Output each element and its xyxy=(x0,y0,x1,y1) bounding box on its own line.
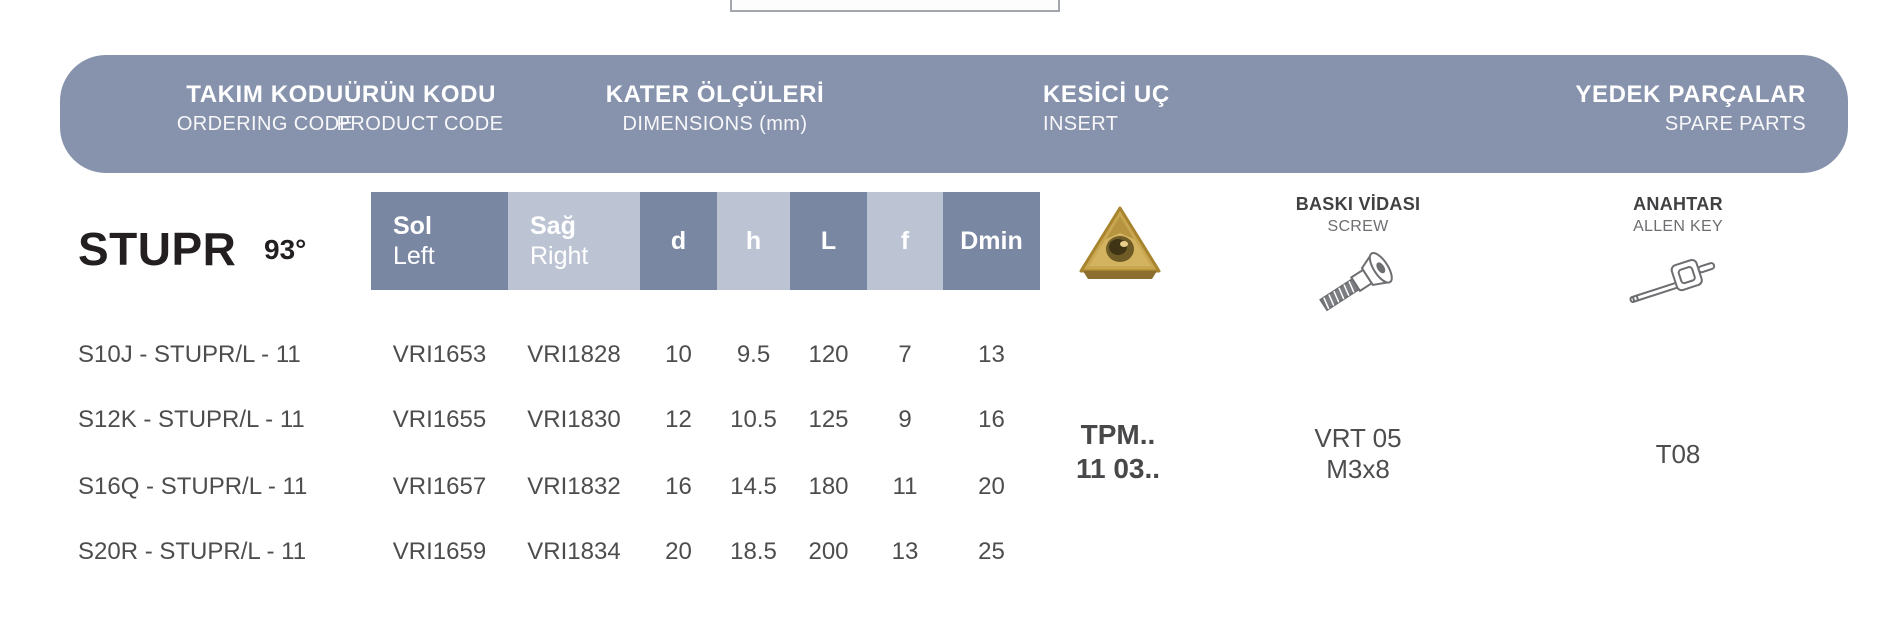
insert-code-line2: 11 03.. xyxy=(1075,453,1161,484)
col-header-dmin-label: Dmin xyxy=(960,227,1023,255)
header-subtitle: SPARE PARTS xyxy=(1664,113,1806,135)
col-header-h: h xyxy=(717,192,790,290)
allen-key-label-tr: ANAHTAR xyxy=(1633,194,1723,214)
allen-key-label-en: ALLEN KEY xyxy=(1633,218,1723,235)
dim-L: 180 xyxy=(808,473,849,500)
dim-L: 200 xyxy=(808,538,849,565)
screw-label: BASKI VİDASI SCREW xyxy=(1273,194,1443,236)
triangle-insert-icon xyxy=(1079,206,1161,279)
product-code-right: VRI1828 xyxy=(527,341,621,368)
col-header-f: f xyxy=(867,192,943,290)
dim-h: 18.5 xyxy=(730,538,777,565)
product-code-left: VRI1655 xyxy=(392,406,487,433)
col-header-left: Sol Left xyxy=(371,192,508,290)
tool-code: STUPR xyxy=(78,223,237,275)
dim-dmin: 16 xyxy=(978,406,1005,433)
header-title: TAKIM KODU xyxy=(186,81,344,108)
ordering-code: S16Q - STUPR/L - 11 xyxy=(78,473,308,500)
col-header-left-en: Left xyxy=(393,242,435,270)
allen-key-value-line1: T08 xyxy=(1655,439,1701,469)
dim-L: 125 xyxy=(808,406,849,433)
screw-value: VRT 05 M3x8 xyxy=(1273,423,1443,485)
col-header-right-en: Right xyxy=(530,242,589,270)
header-subtitle: PRODUCT CODE xyxy=(336,113,504,135)
header-subtitle: INSERT xyxy=(1043,113,1119,135)
dim-f: 11 xyxy=(892,473,918,500)
dim-h: 10.5 xyxy=(730,406,777,433)
dim-d: 16 xyxy=(665,473,692,500)
dim-dmin: 25 xyxy=(978,538,1005,565)
col-header-f-label: f xyxy=(900,227,910,255)
header-ordering-code: TAKIM KODU ORDERING CODE xyxy=(145,81,385,136)
ordering-code: S10J - STUPR/L - 11 xyxy=(78,341,301,368)
col-header-L-label: L xyxy=(820,227,837,255)
header-insert: KESİCİ UÇ INSERT xyxy=(1043,81,1263,136)
cropped-input-box[interactable] xyxy=(730,0,1060,12)
table-row: S16Q - STUPR/L - 11 VRI1657 VRI1832 16 1… xyxy=(0,473,1060,503)
col-header-right: Sağ Right xyxy=(508,192,640,290)
product-code-left: VRI1657 xyxy=(392,473,487,500)
dim-d: 20 xyxy=(665,538,692,565)
dim-h: 14.5 xyxy=(730,473,777,500)
dim-d: 12 xyxy=(665,406,692,433)
screw-icon xyxy=(1319,252,1393,312)
dim-d: 10 xyxy=(665,341,692,368)
col-header-L: L xyxy=(790,192,867,290)
col-header-dmin: Dmin xyxy=(943,192,1040,290)
insert-code-line1: TPM.. xyxy=(1080,419,1156,450)
dim-dmin: 20 xyxy=(978,473,1005,500)
header-dimensions: KATER ÖLÇÜLERİ DIMENSIONS (mm) xyxy=(595,81,835,136)
col-header-d: d xyxy=(640,192,717,290)
dim-f: 7 xyxy=(898,341,912,368)
table-row: S12K - STUPR/L - 11 VRI1655 VRI1830 12 1… xyxy=(0,406,1060,436)
screw-label-en: SCREW xyxy=(1327,218,1389,235)
table-header-band: TAKIM KODU ORDERING CODE ÜRÜN KODU PRODU… xyxy=(60,55,1848,173)
ordering-code: S12K - STUPR/L - 11 xyxy=(78,406,305,433)
ordering-code: S20R - STUPR/L - 11 xyxy=(78,538,307,565)
screw-value-line1: VRT 05 xyxy=(1314,423,1402,453)
dim-h: 9.5 xyxy=(736,341,771,368)
table-row: S10J - STUPR/L - 11 VRI1653 VRI1828 10 9… xyxy=(0,341,1060,371)
product-code-right: VRI1830 xyxy=(527,406,621,433)
header-spare-parts: YEDEK PARÇALAR SPARE PARTS xyxy=(1486,81,1806,136)
header-subtitle: DIMENSIONS (mm) xyxy=(622,113,808,135)
product-code-left: VRI1659 xyxy=(392,538,487,565)
header-title: KESİCİ UÇ xyxy=(1043,81,1170,108)
header-title: YEDEK PARÇALAR xyxy=(1575,81,1806,108)
col-header-h-label: h xyxy=(745,227,762,255)
allen-key-value: T08 xyxy=(1593,439,1763,470)
header-subtitle: ORDERING CODE xyxy=(176,113,354,135)
header-product-code: ÜRÜN KODU PRODUCT CODE xyxy=(300,81,540,136)
allen-key-label: ANAHTAR ALLEN KEY xyxy=(1593,194,1763,236)
col-header-d-label: d xyxy=(670,227,687,255)
tool-angle: 93° xyxy=(264,234,307,265)
col-header-right-tr: Sağ xyxy=(530,212,576,240)
header-title: ÜRÜN KODU xyxy=(343,81,497,108)
dim-f: 9 xyxy=(898,406,912,433)
col-header-left-tr: Sol xyxy=(393,212,432,240)
product-code-left: VRI1653 xyxy=(392,341,487,368)
header-title: KATER ÖLÇÜLERİ xyxy=(605,81,825,108)
dim-f: 13 xyxy=(891,538,919,565)
table-row: S20R - STUPR/L - 11 VRI1659 VRI1834 20 1… xyxy=(0,538,1060,568)
screw-value-line2: M3x8 xyxy=(1326,454,1390,484)
dim-dmin: 13 xyxy=(978,341,1005,368)
allen-key-icon xyxy=(1629,259,1716,303)
product-code-right: VRI1834 xyxy=(527,538,621,565)
insert-code: TPM.. 11 03.. xyxy=(1043,418,1193,486)
screw-label-tr: BASKI VİDASI xyxy=(1295,194,1421,214)
dim-L: 120 xyxy=(808,341,849,368)
product-code-right: VRI1832 xyxy=(527,473,621,500)
